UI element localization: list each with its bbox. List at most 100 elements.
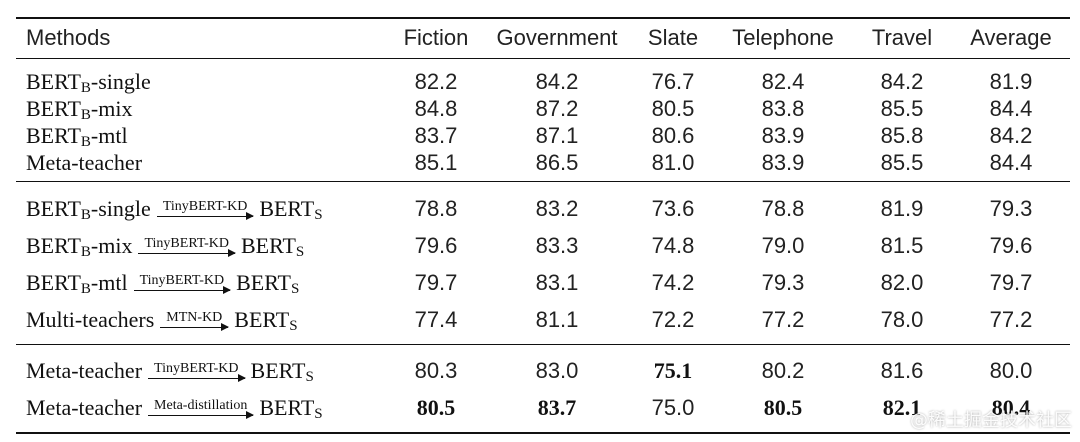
value-cell: 84.2 [880, 68, 924, 94]
distill-arrow: Meta-distillation [148, 398, 255, 419]
value-cell: 74.2 [651, 269, 695, 295]
method-base: Multi-teachers [26, 306, 155, 332]
group2-rule [16, 344, 1070, 345]
spacer-cell [16, 58, 1070, 68]
method-base: BERT [26, 269, 81, 295]
target-subscript: S [314, 206, 323, 223]
value-cell: 79.7 [989, 269, 1033, 295]
method-suffix: -single [90, 195, 151, 221]
watermark: @稀土掘金技术社区 [910, 410, 1072, 431]
arrow-label: TinyBERT-KD [144, 235, 229, 251]
value-cell: 85.1 [414, 149, 458, 175]
results-table: Methods Fiction Government Slate Telepho… [16, 18, 1070, 426]
method-suffix: -mtl [90, 269, 128, 295]
header-fiction: Fiction [403, 25, 469, 50]
value-cell: 84.4 [989, 95, 1033, 121]
method-cell: BERTB-single TinyBERT-KD BERTS [16, 190, 390, 227]
value-cell: 75.1 [653, 357, 693, 383]
value-cell: 81.9 [989, 68, 1033, 94]
distill-arrow: TinyBERT-KD [156, 198, 254, 220]
table-row: Multi-teachers MTN-KD BERTS 77.4 81.1 72.2 77.… [16, 301, 1070, 338]
value-cell: 83.1 [535, 269, 579, 295]
target-model: BERT [259, 195, 315, 221]
table-row: BERTB-single TinyBERT-KD BERTS 78.8 83.2 73.6… [16, 190, 1070, 227]
target-model: BERT [234, 306, 290, 332]
value-cell: 72.2 [651, 306, 695, 332]
header-methods: Methods [26, 25, 111, 50]
method-cell: Meta-teacher [16, 149, 390, 176]
header-average: Average [970, 25, 1052, 50]
arrow-line [133, 285, 231, 294]
value-cell: 84.2 [535, 68, 579, 94]
table-row: BERTB-mtl TinyBERT-KD BERTS 79.7 83.1 74.2 79.… [16, 264, 1070, 301]
value-cell: 80.0 [989, 357, 1033, 383]
header-telephone: Telephone [732, 25, 834, 50]
table-row: BERTB-mtl 83.7 87.1 80.6 83.9 85.8 84.2 [16, 122, 1070, 150]
value-cell: 82.2 [414, 68, 458, 94]
value-cell: 83.7 [537, 394, 577, 420]
value-cell: 74.8 [651, 232, 695, 258]
value-cell: 87.2 [535, 95, 579, 121]
table-row: BERTB-mix TinyBERT-KD BERTS 79.6 83.3 74.8 79.… [16, 227, 1070, 264]
spacer-row [16, 176, 1070, 190]
arrow-label: MTN-KD [166, 309, 223, 325]
table-row: BERTB-mix 84.8 87.2 80.5 83.8 85.5 84.4 [16, 95, 1070, 123]
method-cell: Meta-teacher TinyBERT-KD BERTS [16, 352, 390, 389]
value-cell: 80.5 [651, 95, 695, 121]
value-cell: 83.2 [535, 195, 579, 221]
method-cell: BERTB-mix TinyBERT-KD BERTS [16, 227, 390, 264]
value-cell: 80.5 [416, 394, 456, 420]
distill-arrow: TinyBERT-KD [138, 235, 236, 257]
value-cell: 78.8 [414, 195, 458, 221]
table-row: Meta-teacher Meta-distillation BERTS 80.5 83… [16, 389, 1070, 426]
value-cell: 82.0 [880, 269, 924, 295]
value-cell: 86.5 [535, 149, 579, 175]
target-model: BERT [240, 232, 296, 258]
method-base: BERT [26, 122, 81, 148]
method-cell: BERTB-mtl [16, 122, 390, 150]
method-subscript: B [80, 79, 91, 96]
method-base: BERT [26, 68, 81, 94]
value-cell: 83.9 [761, 149, 805, 175]
value-cell: 77.2 [989, 306, 1033, 332]
arrow-line [160, 322, 230, 331]
method-base: BERT [26, 232, 81, 258]
method-suffix: -mtl [90, 122, 128, 148]
value-cell: 81.5 [880, 232, 924, 258]
method-base: Meta-teacher [26, 357, 143, 383]
method-base: Meta-teacher [26, 394, 143, 420]
value-cell: 87.1 [535, 122, 579, 148]
method-base: BERT [26, 195, 81, 221]
value-cell: 84.8 [414, 95, 458, 121]
value-cell: 81.0 [651, 149, 695, 175]
spacer-cell [16, 338, 1070, 352]
arrow-label: TinyBERT-KD [162, 198, 248, 214]
arrow-line [148, 410, 255, 419]
target-subscript: S [291, 280, 300, 297]
header-slate: Slate [647, 25, 699, 50]
arrow-label: TinyBERT-KD [139, 272, 225, 288]
value-cell: 81.6 [880, 357, 924, 383]
value-cell: 80.4 [991, 394, 1031, 420]
method-cell: BERTB-mtl TinyBERT-KD BERTS [16, 264, 390, 301]
value-cell: 82.4 [761, 68, 805, 94]
method-subscript: B [80, 106, 91, 123]
value-cell: 79.6 [989, 232, 1033, 258]
method-cell: Multi-teachers MTN-KD BERTS [16, 301, 390, 338]
value-cell: 83.0 [535, 357, 579, 383]
bottom-rule [16, 432, 1070, 434]
spacer-row [16, 338, 1070, 352]
top-rule [16, 17, 1070, 19]
distill-arrow: TinyBERT-KD [133, 272, 231, 294]
value-cell: 84.2 [989, 122, 1033, 148]
group1-rule [16, 181, 1070, 182]
value-cell: 83.9 [761, 122, 805, 148]
value-cell: 80.6 [651, 122, 695, 148]
header-travel: Travel [871, 25, 933, 50]
value-cell: 78.8 [761, 195, 805, 221]
arrow-line [138, 248, 236, 257]
target-subscript: S [314, 405, 323, 422]
target-subscript: S [305, 368, 314, 385]
spacer-cell [16, 176, 1070, 190]
value-cell: 83.3 [535, 232, 579, 258]
